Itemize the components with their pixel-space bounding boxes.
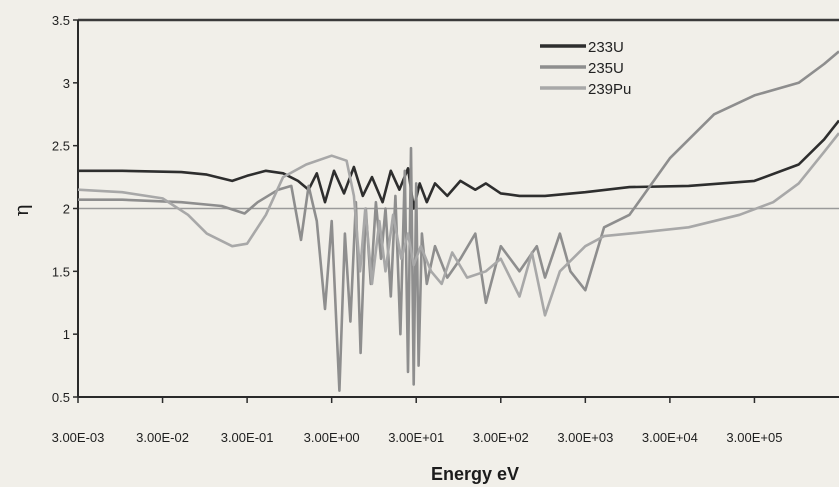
x-tick-label: 3.00E+05 (726, 430, 782, 445)
y-tick-label: 3 (63, 76, 70, 91)
x-tick-label: 3.00E+00 (304, 430, 360, 445)
legend: 233U 235U 239Pu (540, 39, 631, 98)
y-tick-label: 2.5 (52, 139, 70, 154)
x-axis-title: Energy eV (431, 464, 519, 484)
series-layer (77, 50, 839, 392)
legend-label-235u: 235U (588, 60, 624, 77)
x-axis: 3.00E-03 3.00E-02 3.00E-01 3.00E+00 3.00E+01… (52, 396, 839, 445)
legend-label-239pu: 239Pu (588, 81, 631, 98)
y-axis: 0.5 1 1.5 2 2.5 3 3.5 (52, 13, 79, 405)
x-tick-label: 3.00E+01 (388, 430, 444, 445)
x-tick-label: 3.00E-01 (221, 430, 274, 445)
series-line-235u (78, 50, 839, 392)
x-tick-label: 3.00E+02 (473, 430, 529, 445)
y-tick-label: 3.5 (52, 13, 70, 28)
series-line-239pu (77, 132, 839, 317)
y-tick-label: 2 (63, 202, 70, 217)
plot-area (78, 18, 839, 210)
legend-label-233u: 233U (588, 39, 624, 56)
y-axis-title: η (9, 205, 33, 217)
y-tick-label: 1 (63, 327, 70, 342)
series-line-233u (78, 119, 839, 210)
x-tick-label: 3.00E+04 (642, 430, 698, 445)
x-tick-label: 3.00E-02 (136, 430, 189, 445)
x-tick-label: 3.00E+03 (557, 430, 613, 445)
x-tick-label: 3.00E-03 (52, 430, 105, 445)
y-tick-label: 1.5 (52, 264, 70, 279)
y-tick-label: 0.5 (52, 390, 70, 405)
